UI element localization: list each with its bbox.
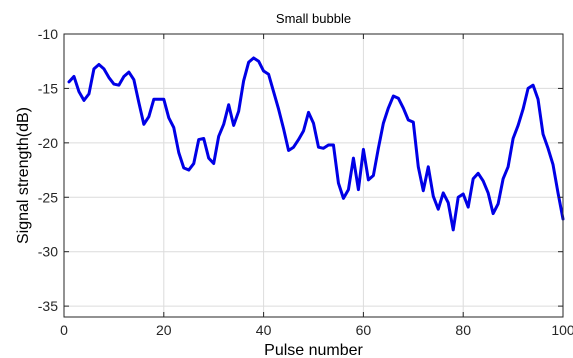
y-tick-label: -25 <box>38 189 58 205</box>
data-series <box>67 56 565 232</box>
x-tick-label: 40 <box>256 322 272 338</box>
x-tick-label: 80 <box>455 322 471 338</box>
y-tick-label: -30 <box>38 244 58 260</box>
x-axis-label: Pulse number <box>264 342 363 358</box>
grid-lines <box>64 34 563 317</box>
plot-area <box>64 34 563 317</box>
chart-title: Small bubble <box>276 11 351 26</box>
plot-frame <box>63 33 564 318</box>
axis-ticks: 0 20 40 60 80 100 -10 -15 -20 -25 -30 -35 <box>38 26 573 338</box>
y-tick-label: -35 <box>38 298 58 314</box>
y-axis-label: Signal strength(dB) <box>15 107 32 244</box>
series-line <box>67 56 565 232</box>
x-tick-label: 100 <box>551 322 573 338</box>
x-tick-label: 0 <box>60 322 68 338</box>
x-tick-label: 60 <box>356 322 372 338</box>
x-tick-label: 20 <box>156 322 172 338</box>
y-tick-label: -15 <box>38 80 58 96</box>
y-tick-label: -10 <box>38 26 58 42</box>
y-tick-label: -20 <box>38 135 58 151</box>
